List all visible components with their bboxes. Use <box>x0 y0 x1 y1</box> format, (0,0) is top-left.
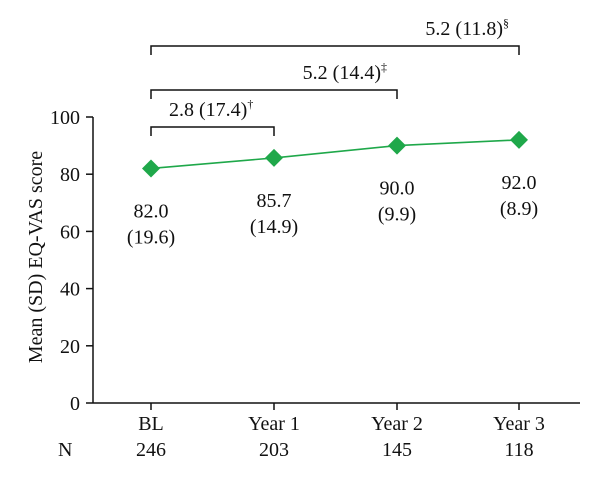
series-line-path <box>150 139 520 170</box>
data-point-marker <box>388 136 406 155</box>
y-axis-ticks: 0 20 40 60 80 100 <box>50 107 93 415</box>
mean-label: 82.0 <box>134 200 169 222</box>
data-labels: 82.0 (19.6) 85.7 (14.9) 90.0 (9.9) 92.0 (8.9) <box>127 172 538 249</box>
y-tick-label: 60 <box>60 221 80 243</box>
mean-label: 92.0 <box>502 172 537 194</box>
x-axis-ticks: BL 246 Year 1 203 Year 2 145 Year 3 118 <box>136 403 545 461</box>
y-axis-label: Mean (SD) EQ-VAS score <box>25 151 47 363</box>
axes <box>92 117 580 404</box>
y-tick-label: 40 <box>60 279 80 301</box>
sd-label: (9.9) <box>378 204 416 226</box>
n-label: N <box>58 439 72 461</box>
y-tick-label: 0 <box>70 393 80 415</box>
comparison-bracket <box>150 45 520 55</box>
mean-label: 90.0 <box>380 178 415 200</box>
comparison-bracket <box>150 89 398 99</box>
sd-label: (14.9) <box>250 216 298 238</box>
n-value: 246 <box>136 439 166 461</box>
n-value: 145 <box>382 439 412 461</box>
data-point-marker <box>510 130 528 149</box>
data-point-marker <box>142 159 160 178</box>
x-tick-label: Year 2 <box>371 413 423 435</box>
comparison-brackets: 2.8 (17.4)† 5.2 (14.4)‡ 5.2 (11.8)§ <box>150 16 520 136</box>
y-tick-label: 100 <box>50 107 80 129</box>
comparison-label: 5.2 (14.4)‡ <box>303 60 387 84</box>
comparison-bracket <box>150 126 275 136</box>
comparison-label: 5.2 (11.8)§ <box>425 16 509 40</box>
n-value: 203 <box>259 439 289 461</box>
sd-label: (8.9) <box>500 198 538 220</box>
n-value: 118 <box>504 439 533 461</box>
data-point-marker <box>265 148 283 167</box>
comparison-label: 2.8 (17.4)† <box>169 97 253 121</box>
y-tick-label: 20 <box>60 336 80 358</box>
x-tick-label: Year 1 <box>248 413 300 435</box>
series-line <box>150 139 520 170</box>
sd-label: (19.6) <box>127 226 175 248</box>
mean-label: 85.7 <box>257 190 292 212</box>
x-tick-label: Year 3 <box>493 413 545 435</box>
y-tick-label: 80 <box>60 164 80 186</box>
data-points <box>142 130 528 178</box>
x-tick-label: BL <box>138 413 164 435</box>
